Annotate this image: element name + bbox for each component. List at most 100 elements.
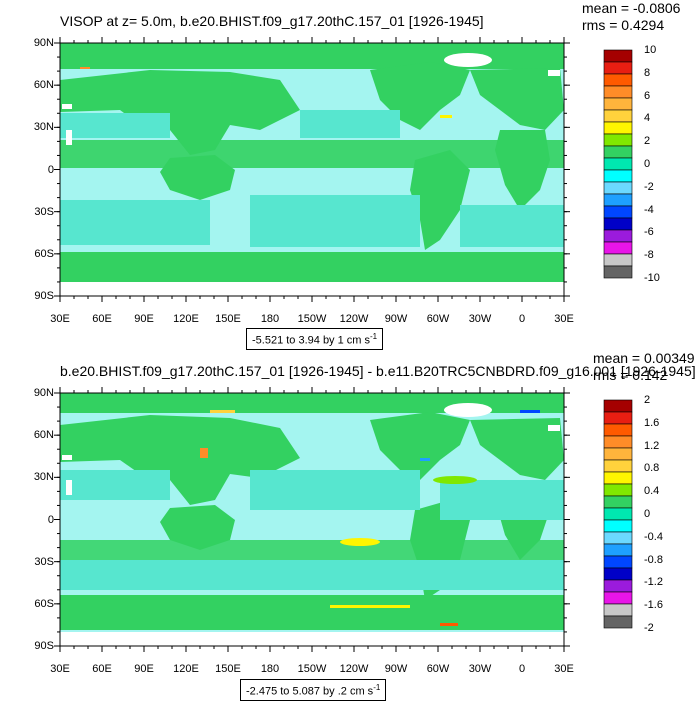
lat-label-30n: 30N (33, 121, 54, 134)
lat-label-60s: 60S (34, 247, 54, 260)
greenland-ice-2 (444, 403, 492, 417)
lon-label-7: 120W (339, 313, 369, 325)
lon-label-4: 150E (215, 313, 241, 325)
range-text-1: -5.521 to 3.94 by 1 cm s (252, 334, 371, 347)
ocean-regions-1 (60, 110, 564, 247)
lon-label-0: 30E (50, 313, 70, 325)
lon-label-3: 120E (173, 663, 199, 675)
lon-label-4: 150E (215, 663, 241, 675)
lon-label-7: 120W (339, 663, 369, 675)
colorbar-box (603, 193, 633, 207)
colorbar-box (603, 591, 633, 605)
colorbar-box (603, 157, 633, 171)
colorbar-label: -2 (644, 622, 654, 634)
lon-label-1: 60E (92, 663, 112, 675)
lon-label-11: 0 (518, 313, 526, 325)
colorbar-label: -1.2 (644, 576, 663, 589)
lon-label-3: 120E (173, 313, 199, 325)
colorbar-box (603, 579, 633, 593)
lat-label-30n: 30N (33, 471, 54, 484)
lon-label-5: 180 (260, 663, 280, 675)
colorbar-label: 4 (644, 112, 651, 125)
lon-label-9: 60W (426, 313, 450, 325)
ocean-regions-2 (60, 470, 564, 590)
colorbar-box (603, 73, 633, 87)
lat-label-90n: 90N (33, 37, 54, 49)
colorbar-1 (603, 49, 633, 279)
colorbar-box (603, 265, 633, 279)
lon-label-10: 30W (468, 313, 492, 325)
lon-label-2: 90E (134, 663, 154, 675)
lat-label-90s: 90S (34, 640, 54, 652)
colorbar-box (603, 49, 633, 63)
colorbar-box (603, 507, 633, 521)
panel-2-mean: mean = 0.00349 (593, 350, 695, 366)
colorbar-box (603, 423, 633, 437)
colorbar-label: 2 (644, 394, 651, 406)
colorbar-label: -1.6 (644, 599, 663, 612)
lat-label-0: 0 (47, 513, 54, 526)
lon-label-8: 90W (384, 663, 408, 675)
colorbar-label: 0.4 (644, 485, 660, 498)
lon-label-6: 150W (297, 313, 327, 325)
colorbar-box (603, 447, 633, 461)
colorbar-label: -4 (644, 203, 654, 216)
colorbar-box (603, 531, 633, 545)
colorbar-box (603, 229, 633, 243)
panel-1-title: VISOP at z= 5.0m, b.e20.BHIST.f09_g17.20… (60, 13, 484, 29)
lat-label-90n: 90N (33, 387, 54, 399)
lat-label-0: 0 (47, 163, 54, 176)
lon-label-12: 30E (554, 663, 574, 675)
colorbar-box (603, 459, 633, 473)
colorbar-box (603, 603, 633, 617)
colorbar-label: 0 (644, 158, 651, 170)
lon-label-0: 30E (50, 663, 70, 675)
colorbar-label: 1.6 (644, 416, 660, 429)
greenland-ice-1 (444, 53, 492, 67)
panel-1-range-label: -5.521 to 3.94 by 1 cm s-1 (246, 328, 384, 350)
colorbar-label: -0.4 (644, 530, 663, 543)
colorbar-box (603, 181, 633, 195)
colorbar-box (603, 109, 633, 123)
lon-label-9: 60W (426, 663, 450, 675)
colorbar-box (603, 85, 633, 99)
panel-2-rms: rms = 0.142 (593, 367, 668, 383)
colorbar-box (603, 483, 633, 497)
lon-label-1: 60E (92, 313, 112, 325)
colorbar-box (603, 543, 633, 557)
colorbar-label: -8 (644, 249, 654, 262)
range-exp-2: -1 (373, 683, 381, 692)
map-panel-1 (60, 43, 564, 296)
lat-label-60n: 60N (33, 79, 54, 92)
range-text-2: -2.475 to 5.087 by .2 cm s (246, 685, 374, 698)
lat-label-60s: 60S (34, 597, 54, 610)
colorbar-label: -0.8 (644, 553, 663, 566)
colorbar-label: 1.2 (644, 439, 660, 452)
colorbar-label: 8 (644, 66, 651, 79)
lon-label-11: 0 (518, 663, 526, 675)
colorbar-label: -6 (644, 226, 654, 239)
colorbar-box (603, 97, 633, 111)
colorbar-label: -10 (644, 272, 660, 284)
colorbar-box (603, 471, 633, 485)
colorbar-box (603, 253, 633, 267)
colorbar-label: 6 (644, 89, 651, 102)
colorbar-label: 0.8 (644, 462, 660, 475)
panel-2-range-label: -2.475 to 5.087 by .2 cm s-1 (240, 679, 387, 701)
colorbar-box (603, 133, 633, 147)
colorbar-box (603, 241, 633, 255)
colorbar-box (603, 411, 633, 425)
map-panel-2 (60, 393, 564, 646)
colorbar-box (603, 399, 633, 413)
lon-label-5: 180 (260, 313, 280, 325)
colorbar-2 (603, 399, 633, 629)
colorbar-label: 0 (644, 508, 651, 520)
panel-2-title: b.e20.BHIST.f09_g17.20thC.157_01 [1926-1… (60, 363, 696, 379)
colorbar-box (603, 435, 633, 449)
lon-label-2: 90E (134, 313, 154, 325)
colorbar-box (603, 495, 633, 509)
lon-label-10: 30W (468, 663, 492, 675)
lon-label-12: 30E (554, 313, 574, 325)
lat-label-30s: 30S (34, 555, 54, 568)
